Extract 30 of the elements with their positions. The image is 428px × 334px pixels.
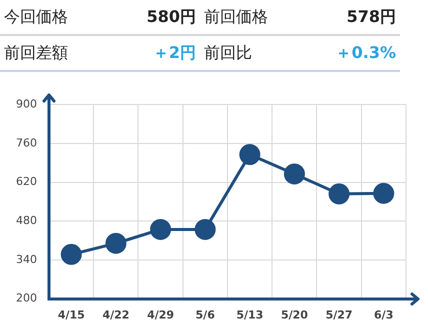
x-tick-label: 5/13 (236, 308, 264, 322)
x-tick-label: 4/22 (102, 308, 130, 322)
point (60, 244, 82, 265)
y-tick-label: 480 (16, 214, 37, 227)
x-tick-label: 6/3 (374, 308, 394, 322)
text: 前回価格 (203, 6, 269, 28)
text: 578円 (346, 6, 397, 28)
point (284, 163, 305, 184)
point (194, 218, 216, 240)
text: ＋2円 (152, 42, 197, 64)
text: 前回差額 (3, 42, 69, 64)
x-tick-label: 5/27 (326, 308, 353, 322)
x-tick-label: 4/15 (58, 308, 85, 322)
point (373, 182, 394, 204)
x-tick-label: 5/6 (196, 308, 216, 322)
text: 前回比 (203, 42, 253, 64)
y-tick-label: 760 (16, 136, 37, 150)
y-tick-label: 200 (16, 292, 37, 305)
x-tick-label: 4/29 (147, 308, 174, 322)
point (328, 183, 350, 204)
text: 580円 (146, 6, 197, 28)
x-tick-label: 5/20 (280, 308, 308, 322)
point (150, 218, 172, 240)
text: 今回価格 (3, 6, 69, 28)
point (105, 232, 126, 254)
y-tick-label: 620 (16, 175, 37, 188)
point (239, 144, 260, 166)
y-tick-label: 340 (16, 252, 37, 266)
y-tick-label: 900 (16, 97, 37, 110)
text: ＋0.3% (334, 42, 397, 64)
